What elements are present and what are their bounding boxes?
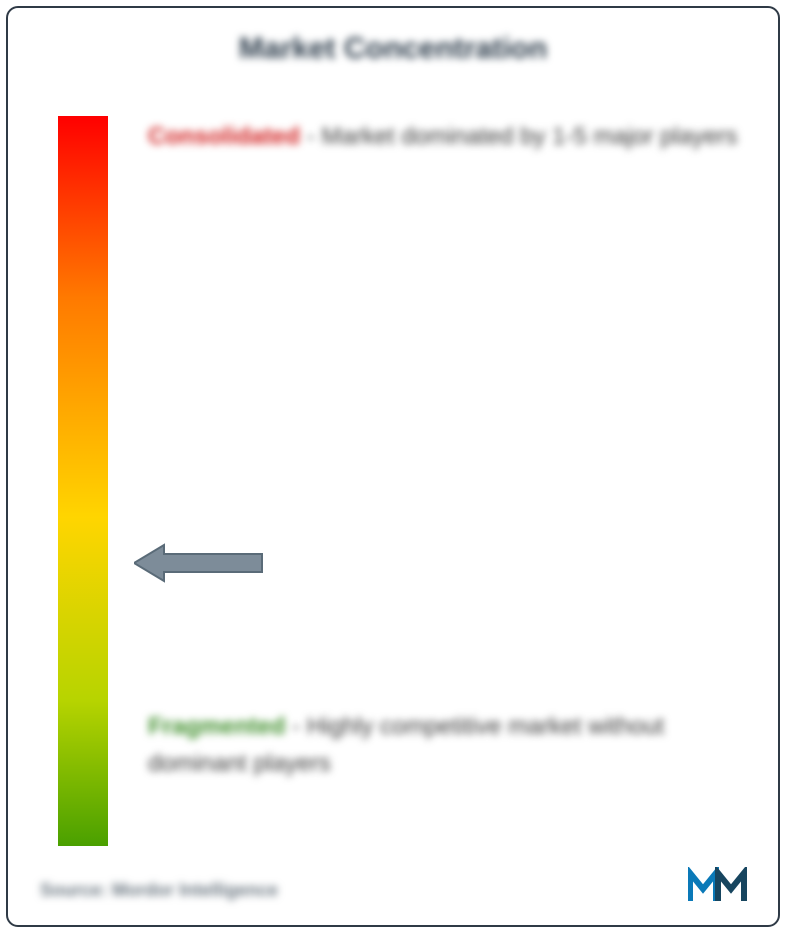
mordor-logo-icon (688, 867, 748, 903)
fragmented-keyword: Fragmented (148, 713, 285, 740)
fragmented-description: Fragmented - Highly competitive market w… (148, 708, 738, 782)
consolidated-keyword: Consolidated (148, 123, 300, 150)
consolidated-description: Consolidated - Market dominated by 1-5 m… (148, 118, 738, 155)
chart-title: Market Concentration (8, 32, 778, 66)
position-indicator-arrow (134, 542, 264, 584)
concentration-gradient-bar (58, 116, 108, 846)
concentration-card: Market Concentration Consolidated - Mark… (6, 6, 780, 927)
source-attribution: Source: Mordor Intelligence (40, 880, 278, 901)
consolidated-text: - Market dominated by 1-5 major players (307, 123, 738, 150)
